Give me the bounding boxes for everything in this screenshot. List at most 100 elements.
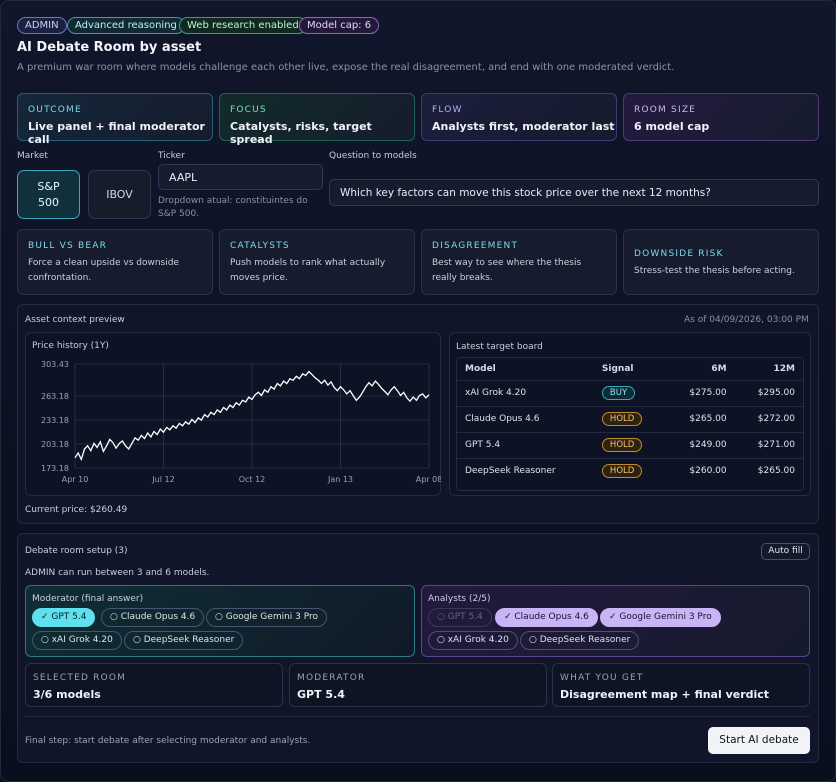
signal-badge: HOLD xyxy=(601,412,643,426)
y-tick-label: 263.18 xyxy=(41,392,69,401)
table-row: Claude Opus 4.6 HOLD $265.00 $272.00 xyxy=(457,405,803,432)
stat-what-you-get: WHAT YOU GET Disagreement map + final ve… xyxy=(552,663,810,707)
stat-value: GPT 5.4 xyxy=(297,688,345,701)
badge-advanced-reasoning: Advanced reasoning xyxy=(67,17,185,34)
final-note: Final step: start debate after selecting… xyxy=(25,736,311,746)
cell-model: xAI Grok 4.20 xyxy=(457,379,594,406)
stat-moderator: MODERATOR GPT 5.4 xyxy=(289,663,547,707)
col-model: Model xyxy=(465,363,496,374)
preset-desc: Force a clean upside vs downside confron… xyxy=(28,258,179,283)
start-debate-button[interactable]: Start AI debate xyxy=(708,727,810,754)
context-as-of: As of 04/09/2026, 03:00 PM xyxy=(684,315,809,325)
board-header-row: Model Signal 6M 12M xyxy=(457,358,803,380)
analyst-chip-gpt-5-4[interactable]: ○ GPT 5.4 xyxy=(428,608,492,627)
analyst-chip-claude-opus[interactable]: ✓ Claude Opus 4.6 xyxy=(495,608,598,627)
cell-6m: $260.00 xyxy=(666,457,735,484)
analysts-title: Analysts (2/5) xyxy=(428,594,491,604)
stat-value: 3/6 models xyxy=(33,688,101,701)
analyst-chip-grok[interactable]: ○ xAI Grok 4.20 xyxy=(428,631,518,650)
summary-card-value: Analysts first, moderator last xyxy=(432,120,615,133)
board-table-wrap[interactable]: Model Signal 6M 12M xAI Grok 4.20 BUY $2… xyxy=(456,357,804,491)
stat-key: WHAT YOU GET xyxy=(560,673,644,683)
chart-title: Price history (1Y) xyxy=(32,341,109,351)
summary-card-room-size: ROOM SIZE 6 model cap xyxy=(623,93,819,141)
table-row: xAI Grok 4.20 BUY $275.00 $295.00 xyxy=(457,379,803,406)
target-board-table: Model Signal 6M 12M xAI Grok 4.20 BUY $2… xyxy=(457,358,803,484)
preset-key: BULL VS BEAR xyxy=(28,241,108,251)
cell-6m: $265.00 xyxy=(666,405,735,432)
summary-card-value: Catalysts, risks, target spread xyxy=(230,120,372,146)
signal-badge: HOLD xyxy=(601,464,643,479)
admin-note: ADMIN can run between 3 and 6 models. xyxy=(25,568,210,578)
x-tick-label: Apr 10 xyxy=(62,475,89,484)
ticker-hint: Dropdown atual: constituintes do S&P 500… xyxy=(158,196,308,219)
analyst-chip-deepseek[interactable]: ○ DeepSeek Reasoner xyxy=(520,631,640,650)
analyst-chip-gemini[interactable]: ✓ Google Gemini 3 Pro xyxy=(600,608,721,627)
summary-card-key: FLOW xyxy=(432,105,463,115)
market-sp500-button[interactable]: S&P 500 xyxy=(17,170,80,219)
market-ibov-button[interactable]: IBOV xyxy=(88,170,151,219)
col-6m: 6M xyxy=(711,363,727,374)
x-tick-label: Jul 12 xyxy=(151,475,174,484)
summary-card-value: 6 model cap xyxy=(634,120,710,133)
divider xyxy=(25,716,810,717)
summary-card-focus: FOCUS Catalysts, risks, target spread xyxy=(219,93,415,146)
current-price: Current price: $260.49 xyxy=(25,505,128,515)
preset-disagreement[interactable]: DISAGREEMENT Best way to see where the t… xyxy=(421,229,617,295)
setup-title: Debate room setup (3) xyxy=(25,546,128,556)
price-chart-panel xyxy=(25,332,441,496)
y-tick-label: 303.43 xyxy=(41,360,69,369)
target-board-panel: Latest target board Model Signal 6M 12M … xyxy=(449,332,811,496)
preset-bull-vs-bear[interactable]: BULL VS BEAR Force a clean upside vs dow… xyxy=(17,229,213,295)
x-tick-label: Jan 13 xyxy=(327,475,353,484)
signal-badge: HOLD xyxy=(601,438,643,452)
preset-catalysts[interactable]: CATALYSTS Push models to rank what actua… xyxy=(219,229,415,295)
moderator-chip-claude-opus[interactable]: ○ Claude Opus 4.6 xyxy=(101,608,205,627)
price-chart: 303.43 263.18 233.18 203.18 173.18 Apr 10 Jul… xyxy=(41,360,441,484)
moderator-title: Moderator (final answer) xyxy=(32,594,144,604)
moderator-chip-gemini[interactable]: ○ Google Gemini 3 Pro xyxy=(206,608,328,627)
moderator-chip-deepseek[interactable]: ○ DeepSeek Reasoner xyxy=(124,631,244,650)
page-subtitle: A premium war room where models challeng… xyxy=(17,62,675,73)
y-tick-label: 203.18 xyxy=(41,440,69,449)
cell-12m: $295.00 xyxy=(734,379,803,406)
summary-card-key: FOCUS xyxy=(230,105,267,115)
ticker-select[interactable]: AAPL xyxy=(158,164,323,190)
cell-12m: $265.00 xyxy=(734,457,803,484)
cell-model: DeepSeek Reasoner xyxy=(457,457,594,484)
summary-card-outcome: OUTCOME Live panel + final moderator cal… xyxy=(17,93,213,146)
stat-selected-room: SELECTED ROOM 3/6 models xyxy=(25,663,283,707)
question-label: Question to models xyxy=(329,151,417,161)
preset-key: DOWNSIDE RISK xyxy=(634,249,724,259)
stat-key: SELECTED ROOM xyxy=(33,673,127,683)
series-line xyxy=(74,370,430,462)
preset-key: DISAGREEMENT xyxy=(432,241,519,251)
summary-card-key: ROOM SIZE xyxy=(634,105,697,115)
ticker-label: Ticker xyxy=(158,151,185,161)
badge-model-cap: Model cap: 6 xyxy=(299,17,380,34)
context-title: Asset context preview xyxy=(25,315,125,325)
cell-model: Claude Opus 4.6 xyxy=(457,405,594,432)
col-signal: Signal xyxy=(601,363,634,374)
summary-card-value: Live panel + final moderator call xyxy=(28,120,205,146)
signal-badge: BUY xyxy=(601,386,636,400)
market-label: Market xyxy=(17,151,48,161)
moderator-chip-gpt-5-4[interactable]: ✓ GPT 5.4 xyxy=(32,608,96,627)
moderator-chip-grok[interactable]: ○ xAI Grok 4.20 xyxy=(32,631,122,650)
y-tick-label: 233.18 xyxy=(41,416,69,425)
summary-card-key: OUTCOME xyxy=(28,105,82,115)
table-row: GPT 5.4 HOLD $249.00 $271.00 xyxy=(457,431,803,458)
auto-fill-button[interactable]: Auto fill xyxy=(761,543,810,560)
question-input[interactable]: Which key factors can move this stock pr… xyxy=(329,179,819,206)
preset-downside-risk[interactable]: DOWNSIDE RISK Stress-test the thesis bef… xyxy=(623,229,819,295)
page-title: AI Debate Room by asset xyxy=(17,40,202,55)
board-title: Latest target board xyxy=(456,342,543,352)
badge-admin: ADMIN xyxy=(17,17,67,34)
x-tick-label: Apr 08 xyxy=(416,475,441,484)
cell-12m: $271.00 xyxy=(734,431,803,458)
cell-6m: $249.00 xyxy=(666,431,735,458)
preset-key: CATALYSTS xyxy=(230,241,290,251)
cell-6m: $275.00 xyxy=(666,379,735,406)
summary-card-flow: FLOW Analysts first, moderator last xyxy=(421,93,617,141)
preset-desc: Push models to rank what actually moves … xyxy=(230,258,386,283)
